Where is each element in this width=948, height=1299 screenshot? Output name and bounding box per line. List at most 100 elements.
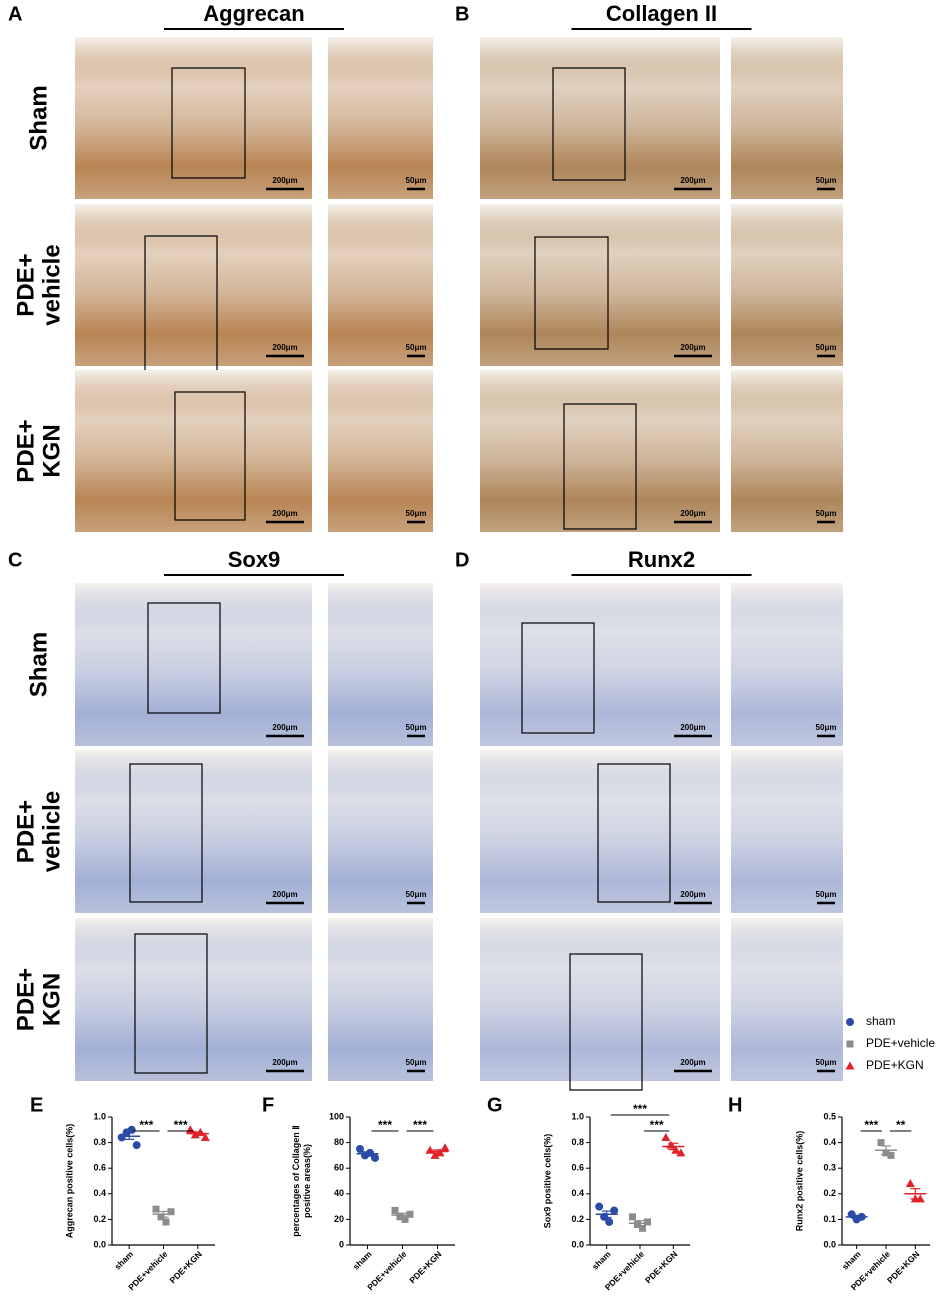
scale-bar-label: 200μm <box>680 890 705 899</box>
y-tick-label: 0.4 <box>571 1188 584 1198</box>
y-tick-label: 1.0 <box>93 1111 106 1121</box>
y-tick-label: 0.8 <box>93 1137 106 1147</box>
data-point <box>401 1215 409 1223</box>
micrograph <box>480 918 720 1081</box>
significance-label: *** <box>864 1118 878 1132</box>
row-label: PDE+ <box>12 253 39 316</box>
scale-bar-label: 200μm <box>680 723 705 732</box>
scale-bar-label: 50μm <box>406 723 427 732</box>
scale-bar-label: 50μm <box>406 509 427 518</box>
chart-letter: G <box>487 1094 503 1116</box>
panel-title: Sox9 <box>228 547 281 572</box>
row-label: PDE+ <box>12 419 39 482</box>
zoom-box <box>534 236 609 350</box>
data-point <box>905 1179 915 1188</box>
x-tick-label: PDE+KGN <box>168 1249 204 1285</box>
row-label: PDE+ <box>12 800 39 863</box>
row-label: PDE+ <box>12 968 39 1031</box>
y-tick-label: 60 <box>334 1163 344 1173</box>
x-tick-label: PDE+KGN <box>885 1249 921 1285</box>
scale-bar-label: 50μm <box>816 509 837 518</box>
micrograph <box>75 204 312 366</box>
zoom-box <box>129 763 203 903</box>
micrograph <box>480 583 720 746</box>
scale-bar-label: 200μm <box>272 176 297 185</box>
micrograph <box>75 918 312 1081</box>
data-point <box>440 1143 450 1152</box>
scale-bar-label: 200μm <box>272 509 297 518</box>
y-tick-label: 100 <box>329 1111 344 1121</box>
panel-letter: A <box>8 3 22 25</box>
x-tick-label: sham <box>351 1249 374 1272</box>
data-point <box>167 1208 175 1216</box>
significance-label: *** <box>413 1118 427 1132</box>
x-tick-label: PDE+KGN <box>643 1249 679 1285</box>
y-tick-label: 1.0 <box>571 1111 584 1121</box>
y-axis-label: positive areas(%) <box>302 1144 312 1218</box>
scale-bar-label: 200μm <box>680 1058 705 1067</box>
scale-bar-label: 200μm <box>272 723 297 732</box>
legend-marker <box>846 1018 854 1026</box>
data-point <box>152 1205 160 1213</box>
y-tick-label: 40 <box>334 1188 344 1198</box>
scale-bar-label: 50μm <box>406 890 427 899</box>
y-tick-label: 0.2 <box>823 1188 836 1198</box>
panel-letter: B <box>455 3 469 25</box>
y-tick-label: 80 <box>334 1137 344 1147</box>
y-tick-label: 0.4 <box>93 1188 106 1198</box>
chart-letter: E <box>30 1094 43 1116</box>
legend-label: PDE+KGN <box>866 1058 924 1072</box>
zoom-box <box>597 763 671 903</box>
y-tick-label: 0.2 <box>93 1214 106 1224</box>
scale-bar-label: 50μm <box>816 1058 837 1067</box>
chart-letter: F <box>262 1094 274 1116</box>
data-point <box>887 1151 895 1159</box>
micrograph <box>328 918 433 1081</box>
micrograph <box>328 583 433 746</box>
zoom-box <box>134 933 208 1074</box>
zoom-box <box>563 403 637 530</box>
data-point <box>634 1221 641 1229</box>
panel-title: Collagen II <box>606 1 717 26</box>
micrograph <box>480 750 720 913</box>
y-axis-label: Aggrecan positive cells(%) <box>64 1124 74 1239</box>
micrograph <box>480 370 720 532</box>
zoom-box <box>569 953 643 1091</box>
micrograph <box>731 583 843 746</box>
data-point <box>644 1218 651 1226</box>
scale-bar-label: 50μm <box>816 343 837 352</box>
y-tick-label: 0.1 <box>823 1214 836 1224</box>
data-point <box>127 1125 136 1134</box>
zoom-box <box>147 602 221 714</box>
y-tick-label: 0.4 <box>823 1137 836 1147</box>
y-tick-label: 0.8 <box>571 1137 584 1147</box>
zoom-box <box>552 67 626 181</box>
scale-bar-label: 50μm <box>816 723 837 732</box>
scale-bar-label: 200μm <box>680 343 705 352</box>
y-tick-label: 0.6 <box>571 1163 584 1173</box>
zoom-box <box>171 67 246 179</box>
micrograph <box>328 204 433 366</box>
scale-bar-label: 50μm <box>406 1058 427 1067</box>
row-label: KGN <box>38 424 65 477</box>
row-label: vehicle <box>38 791 65 872</box>
micrograph <box>328 37 433 199</box>
data-point <box>639 1224 646 1232</box>
micrograph <box>731 37 843 199</box>
scale-bar-label: 200μm <box>272 890 297 899</box>
x-tick-label: PDE+KGN <box>407 1249 443 1285</box>
zoom-box <box>174 391 246 521</box>
y-tick-label: 0.3 <box>823 1163 836 1173</box>
micrograph <box>480 37 720 199</box>
y-tick-label: 0.0 <box>823 1239 836 1249</box>
y-tick-label: 0.6 <box>93 1163 106 1173</box>
micrograph <box>731 918 843 1081</box>
row-label: Sham <box>25 85 52 150</box>
significance-label: *** <box>633 1102 647 1116</box>
micrograph <box>75 750 312 913</box>
significance-label: *** <box>378 1118 392 1132</box>
data-point <box>391 1206 399 1214</box>
scale-bar-label: 50μm <box>406 176 427 185</box>
micrograph <box>75 370 312 532</box>
